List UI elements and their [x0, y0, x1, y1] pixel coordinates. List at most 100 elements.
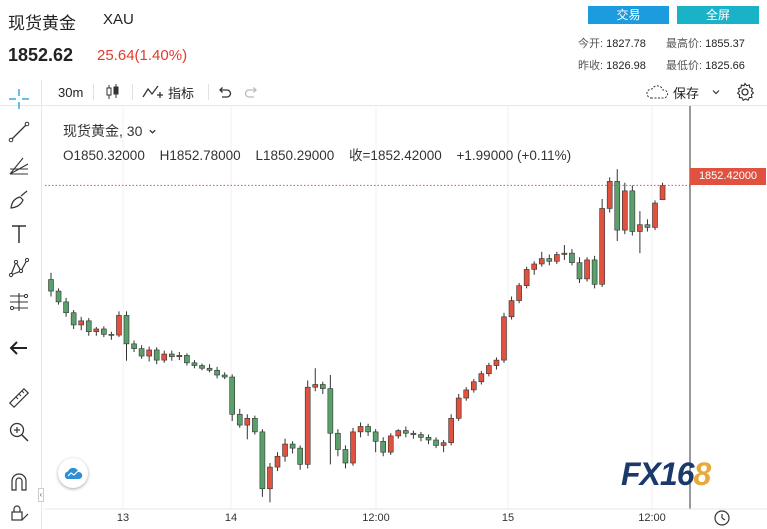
- candle: [357, 422, 364, 438]
- candle: [448, 414, 454, 446]
- open-label: 今开:: [578, 38, 604, 50]
- candle-body: [252, 418, 258, 433]
- chart-legend-name[interactable]: 现货黄金, 30: [63, 121, 157, 141]
- candle: [85, 318, 92, 336]
- candle-body: [289, 443, 296, 449]
- chart-grid: [122, 106, 653, 509]
- cloud-icon: [646, 85, 668, 99]
- candle: [146, 346, 152, 362]
- candle-body: [93, 328, 100, 332]
- candle-body: [410, 432, 417, 435]
- candle-body: [78, 320, 85, 326]
- crosshair-icon: [9, 89, 29, 109]
- candle-body: [599, 208, 605, 285]
- candle: [123, 311, 130, 361]
- x-tick-label: 15: [501, 512, 515, 524]
- legend-high: H1852.78000: [159, 148, 241, 163]
- brush-tool[interactable]: [7, 188, 31, 212]
- high-label: 最高价:: [666, 38, 703, 50]
- candle-body: [221, 374, 228, 378]
- go-to-realtime-button[interactable]: [713, 509, 731, 529]
- candle: [55, 288, 62, 305]
- forecast-tool[interactable]: [7, 290, 31, 314]
- candle: [116, 311, 122, 338]
- lock-pencil-icon: [11, 505, 29, 521]
- candle-body: [365, 426, 371, 433]
- text-tool[interactable]: [7, 222, 31, 246]
- fullscreen-button[interactable]: 全屏: [677, 6, 759, 24]
- candle-body: [523, 269, 530, 286]
- high-stat: 最高价: 1855.37: [666, 35, 745, 51]
- candle: [206, 364, 213, 373]
- settings-button[interactable]: [735, 81, 755, 103]
- candle-body: [146, 349, 152, 357]
- candle-body: [659, 185, 666, 200]
- candle-body: [403, 430, 409, 434]
- candle: [304, 380, 311, 469]
- magnet-tool[interactable]: [7, 470, 31, 494]
- candle-body: [606, 181, 613, 209]
- redo-button[interactable]: [244, 81, 260, 103]
- logo-text: FX16: [621, 456, 694, 492]
- pattern-icon: [8, 257, 30, 278]
- last-price: 1852.62: [8, 45, 74, 65]
- fib-tool[interactable]: [7, 154, 31, 178]
- tradingview-logo[interactable]: [58, 458, 88, 488]
- trend-line-tool[interactable]: [7, 120, 31, 144]
- ruler-tool[interactable]: [7, 386, 31, 410]
- candle: [184, 353, 190, 366]
- candle: [599, 198, 605, 288]
- candle: [138, 345, 145, 359]
- candle-body: [244, 418, 251, 426]
- candle-body: [493, 359, 500, 366]
- interval-selector[interactable]: 30m: [58, 84, 84, 100]
- candle: [486, 362, 492, 377]
- logo-accent: 8: [693, 456, 711, 492]
- candle: [637, 211, 643, 254]
- trade-button[interactable]: 交易: [588, 6, 669, 24]
- candle: [644, 219, 651, 232]
- candle: [282, 438, 288, 462]
- toolbar-divider: [93, 84, 94, 100]
- price-change: 25.64(1.40%): [97, 47, 188, 64]
- indicators-button[interactable]: 指标: [142, 81, 194, 103]
- toolbar-collapse-handle[interactable]: ‹: [38, 488, 44, 502]
- candle: [403, 426, 409, 438]
- candle: [418, 431, 424, 442]
- candle: [554, 251, 560, 264]
- candle: [606, 177, 613, 213]
- legend-open: O1850.32000: [63, 148, 145, 163]
- candle-body: [440, 442, 447, 446]
- save-button[interactable]: 保存: [645, 81, 721, 103]
- candle-body: [591, 259, 598, 285]
- candle-body: [395, 430, 402, 437]
- pattern-tool[interactable]: [7, 256, 31, 280]
- chart-toolbar: 30m 指标 保存: [0, 78, 767, 106]
- cloud-chart-icon: [64, 467, 83, 479]
- candle: [387, 433, 394, 455]
- chevron-down-icon: [712, 90, 720, 95]
- brush-icon: [10, 190, 28, 209]
- ohlc-legend: O1850.32000 H1852.78000 L1850.29000 收=18…: [63, 144, 582, 164]
- lock-tool[interactable]: [7, 500, 31, 524]
- fx168-logo: FX168: [621, 456, 711, 493]
- chart-style-button[interactable]: [104, 81, 122, 103]
- clock-icon: [714, 510, 730, 526]
- back-tool[interactable]: [7, 336, 31, 360]
- candle: [267, 463, 273, 503]
- candle: [365, 423, 371, 436]
- prev-close-label: 昨收:: [578, 60, 604, 72]
- indicator-icon: [142, 85, 163, 98]
- undo-button[interactable]: [216, 81, 232, 103]
- magnet-icon: [11, 473, 27, 491]
- candle: [335, 429, 341, 457]
- price-chart[interactable]: [45, 106, 767, 529]
- open-value: 1827.78: [606, 38, 646, 50]
- zoom-tool[interactable]: [7, 420, 31, 444]
- legend-change: +1.99000 (+0.11%): [456, 148, 572, 163]
- candle: [191, 360, 198, 369]
- crosshair-tool[interactable]: [7, 87, 31, 111]
- candle: [576, 257, 583, 283]
- candle: [229, 374, 235, 422]
- low-value: 1825.66: [705, 60, 745, 72]
